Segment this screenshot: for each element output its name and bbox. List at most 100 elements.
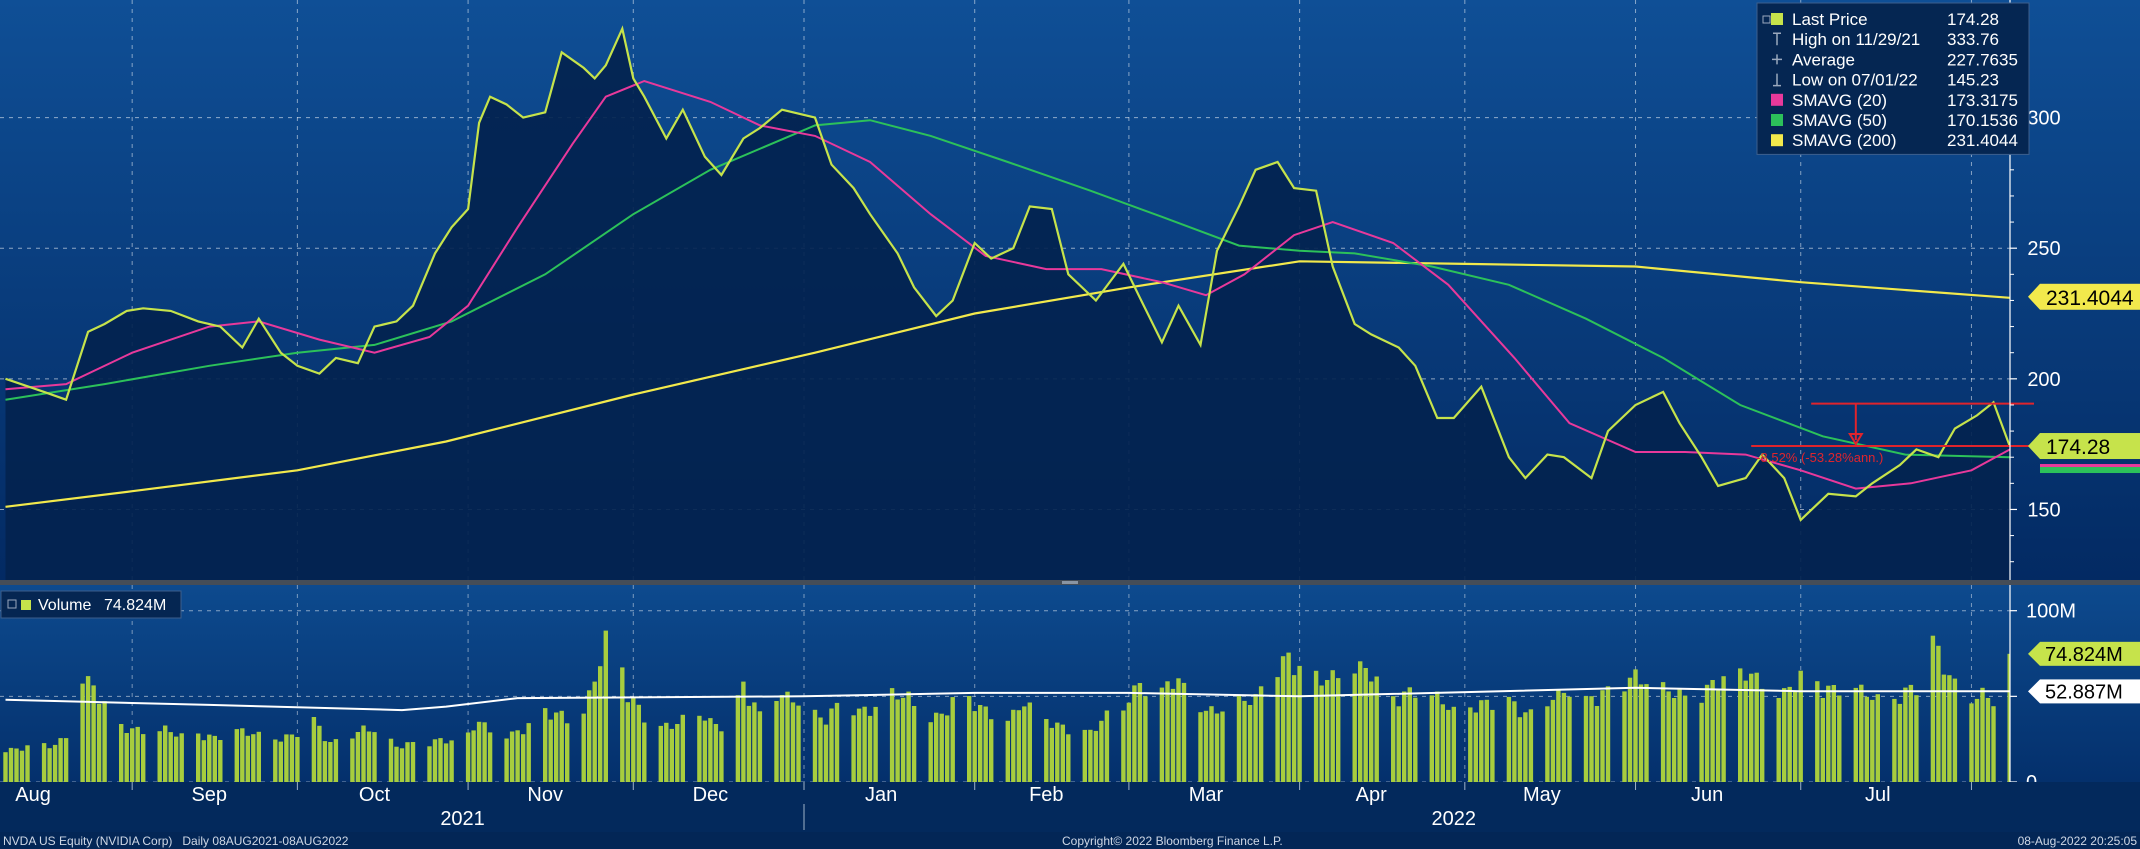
month-label-may: May — [1523, 784, 1561, 806]
volume-bar — [124, 733, 129, 782]
volume-bar — [1677, 689, 1682, 782]
price-axis-tags: 231.4044 174.28 — [2028, 283, 2140, 474]
volume-bar — [372, 732, 377, 782]
legend-value: 333.76 — [1947, 30, 1999, 49]
volume-bar — [829, 708, 834, 782]
volume-bar — [163, 725, 168, 782]
annotation-label: -8.52% (-53.28%ann.) — [1756, 450, 1883, 465]
volume-bar — [515, 730, 520, 782]
volume-bar — [1242, 700, 1247, 782]
volume-bar — [1715, 690, 1721, 782]
volume-bar — [1892, 698, 1897, 782]
price-tick-label-300: 300 — [2027, 108, 2060, 130]
legend-toggle-icon[interactable] — [1762, 15, 1771, 24]
volume-bar — [405, 742, 410, 782]
volume-bar — [1589, 696, 1594, 782]
volume-bar — [719, 731, 724, 782]
volume-bar — [85, 676, 91, 782]
volume-bar — [1682, 695, 1688, 782]
volume-bar — [1005, 720, 1010, 782]
volume-bar — [476, 721, 482, 782]
volume-legend-toggle-icon[interactable] — [7, 599, 17, 609]
volume-bar — [631, 696, 636, 782]
volume-bar — [521, 734, 526, 782]
volume-bar — [1947, 675, 1952, 782]
volume-bar — [1490, 709, 1495, 782]
volume-bar — [554, 712, 559, 782]
volume-bar — [1638, 684, 1644, 782]
volume-bar — [1093, 730, 1099, 782]
volume-bar — [1985, 698, 1991, 782]
annotation-arrow-head — [1848, 433, 1864, 446]
volume-bar-last — [2007, 653, 2010, 782]
volume-bar — [295, 737, 300, 782]
volume-bar — [427, 746, 432, 782]
volume-bar — [1952, 678, 1958, 782]
volume-bar — [201, 740, 206, 782]
volume-bar — [889, 688, 895, 782]
legend-label: High on 11/29/21 — [1792, 30, 1920, 49]
legend-value: 231.4044 — [1947, 131, 2018, 150]
volume-bar — [1336, 678, 1341, 782]
volume-bar — [1853, 687, 1858, 782]
volume-bar — [1875, 694, 1880, 782]
volume-bar — [1280, 656, 1286, 782]
volume-tag-label: 52.887M — [2045, 681, 2123, 703]
month-label-mar: Mar — [1189, 784, 1224, 806]
volume-tag-box — [2040, 641, 2140, 666]
volume-bar — [1055, 722, 1060, 782]
volume-bar — [1220, 711, 1225, 782]
volume-bar — [675, 724, 680, 782]
last-price-line — [5, 25, 2010, 522]
volume-bar — [322, 741, 328, 782]
volume-bar — [1170, 688, 1176, 782]
volume-bar — [102, 701, 107, 782]
volume-bar — [1374, 676, 1379, 782]
legend-label: SMAVG (50) — [1792, 111, 1887, 130]
legend-value: 227.7635 — [1947, 50, 2018, 69]
volume-bar — [1446, 709, 1451, 782]
volume-bar — [1567, 696, 1572, 782]
volume-bar — [196, 733, 201, 782]
average-marker-icon — [1772, 54, 1782, 65]
volume-bar — [1760, 688, 1765, 782]
time-axis-background — [0, 782, 2140, 832]
volume-bar — [818, 717, 823, 782]
month-label-feb: Feb — [1029, 784, 1063, 806]
volume-bar — [509, 731, 515, 782]
volume-bar — [680, 714, 685, 782]
volume-bar — [945, 715, 950, 782]
volume-bar — [867, 715, 873, 782]
volume-bar — [1721, 676, 1726, 782]
low-marker-icon — [1773, 73, 1781, 87]
volume-bar — [774, 701, 779, 782]
volume-bar — [1198, 712, 1203, 782]
volume-bar — [1798, 670, 1803, 782]
volume-bar — [218, 740, 223, 782]
volume-bar — [504, 738, 509, 782]
volume-bar — [278, 741, 283, 782]
volume-bar — [1633, 669, 1638, 782]
volume-bar — [697, 715, 702, 782]
volume-bar — [741, 681, 746, 782]
volume-tag-label: 74.824M — [2045, 644, 2123, 666]
panel-divider-handle[interactable] — [1062, 581, 1078, 584]
volume-bar — [1286, 652, 1291, 782]
volume-bar — [394, 746, 399, 782]
volume-bar — [1594, 706, 1600, 782]
volume-bar — [1391, 696, 1396, 782]
volume-bar — [642, 722, 647, 782]
price-tick-label-150: 150 — [2027, 499, 2060, 521]
volume-tick-label: 100M — [2026, 601, 2076, 623]
legend-label: Low on 07/01/22 — [1792, 71, 1918, 90]
legend-swatch-icon — [1771, 13, 1783, 25]
volume-bar — [592, 681, 597, 782]
volume-bar — [636, 704, 641, 782]
footer-ticker: NVDA US Equity (NVIDIA Corp) Daily 08AUG… — [3, 834, 349, 848]
volume-bar — [856, 708, 862, 782]
volume-bar — [1704, 684, 1710, 782]
volume-axis-tags: 74.824M 52.887M — [2028, 641, 2140, 704]
volume-bar — [978, 705, 983, 782]
legend-value: 173.3175 — [1947, 91, 2018, 110]
